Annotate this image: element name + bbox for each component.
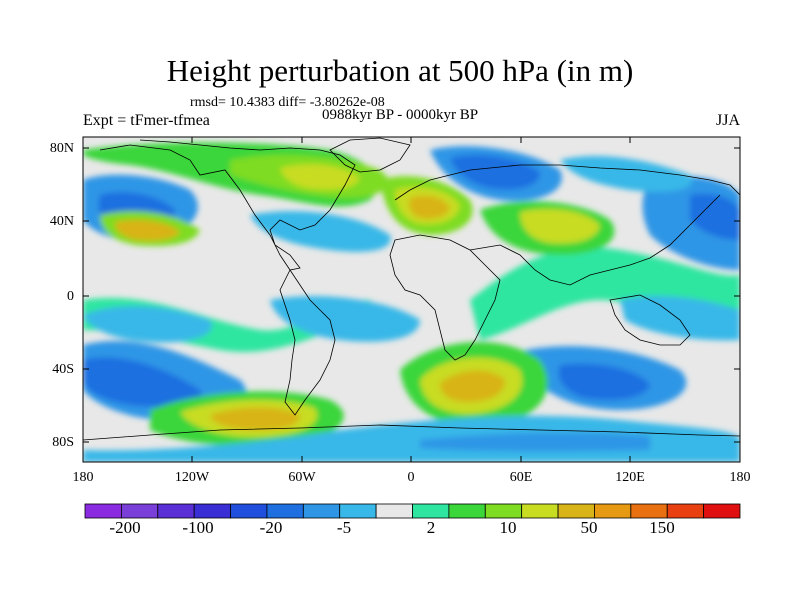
experiment-label: Expt = tFmer-tfmea	[83, 112, 210, 129]
lon-tick-label: 60W	[288, 470, 316, 485]
colorbar-label: 50	[580, 518, 598, 537]
colorbar-label: 10	[499, 518, 517, 537]
lon-tick-label: 180	[72, 470, 94, 485]
coastlines	[83, 137, 740, 441]
colorbar	[84, 503, 741, 519]
colorbar-swatch	[84, 503, 122, 519]
colorbar-swatch	[630, 503, 668, 519]
colorbar-label: -20	[259, 518, 283, 537]
colorbar-label: 2	[426, 518, 436, 537]
colorbar-swatch	[594, 503, 632, 519]
colorbar-swatch	[302, 503, 341, 519]
lon-tick-label: 180	[729, 470, 751, 485]
colorbar-swatch	[193, 503, 231, 519]
lat-tick-label: 80S	[52, 435, 74, 450]
colorbar-label: -100	[182, 518, 214, 537]
colorbar-swatch	[703, 503, 741, 519]
lat-tick-label: 40N	[49, 214, 74, 229]
y-ticks	[83, 147, 740, 443]
lon-tick-label: 60E	[509, 470, 533, 485]
colorbar-swatch	[230, 503, 268, 519]
colorbar-label: -200	[109, 518, 141, 537]
stats-line: rmsd= 10.4383 diff= -3.80262e-08	[190, 95, 385, 110]
colorbar-swatch	[339, 503, 377, 519]
x-ticks	[82, 137, 741, 462]
colorbar-swatch	[412, 503, 450, 519]
lon-tick-label: 0	[407, 470, 415, 485]
map-title: Height perturbation at 500 hPa (in m)	[166, 53, 634, 88]
contour-field	[83, 137, 740, 462]
colorbar-swatch	[157, 503, 195, 519]
season-label: JJA	[716, 112, 741, 129]
colorbar-swatch	[266, 503, 304, 519]
colorbar-label: 150	[649, 518, 675, 537]
lat-tick-label: 40S	[52, 362, 74, 377]
colorbar-swatch	[666, 503, 705, 519]
colorbar-swatch	[484, 503, 523, 519]
lon-tick-label: 120E	[615, 470, 645, 485]
colorbar-swatch	[557, 503, 595, 519]
colorbar-swatch	[375, 503, 413, 519]
lon-tick-label: 120W	[174, 470, 210, 485]
colorbar-label: -5	[336, 518, 352, 537]
colorbar-swatch	[521, 503, 559, 519]
lat-tick-label: 80N	[49, 141, 74, 156]
colorbar-swatch	[120, 503, 159, 519]
colorbar-swatch	[448, 503, 486, 519]
period-label: 0988kyr BP - 0000kyr BP	[322, 107, 479, 123]
lat-tick-label: 0	[67, 289, 74, 304]
